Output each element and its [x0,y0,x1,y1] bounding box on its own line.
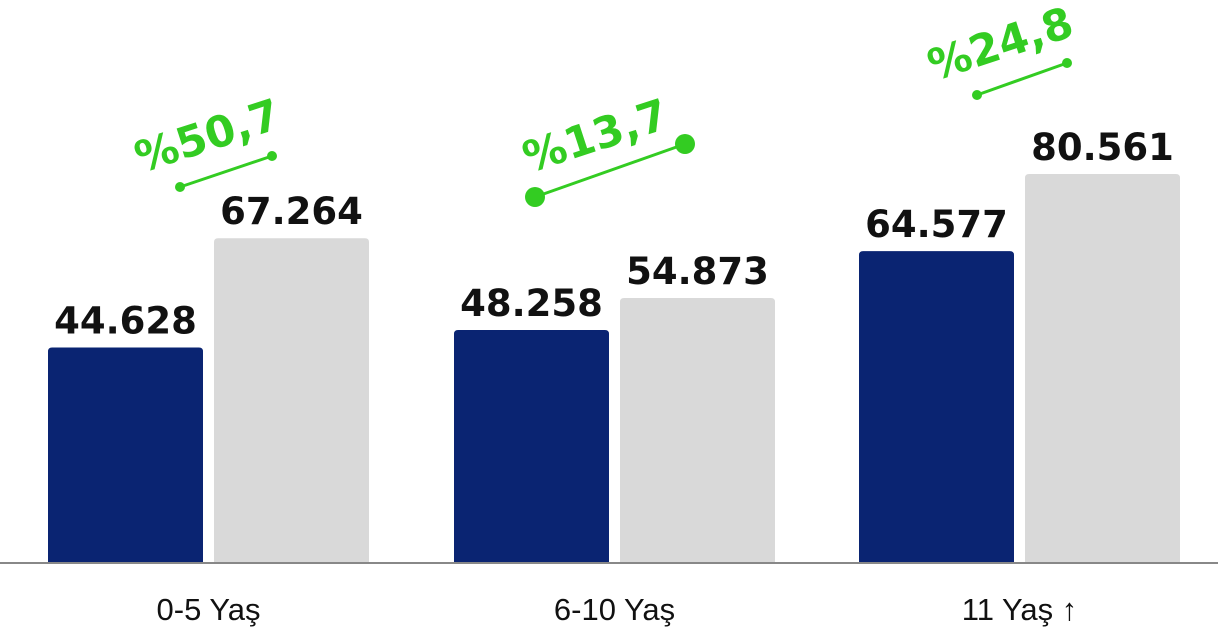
growth-annotations-layer: %50,7 %13,7 %24,8 [129,0,1079,207]
growth-annotation-2: %24,8 [922,0,1079,100]
growth-dot-2-0 [972,90,982,100]
bars-layer [48,174,1180,563]
growth-percent-0: %50,7 [129,90,286,184]
growth-dot-2-1 [1062,58,1072,68]
category-label-1: 6-10 Yaş [554,592,675,627]
bar-primary-2 [859,251,1014,563]
value-label-primary-2: 64.577 [865,203,1008,246]
growth-annotation-1: %13,7 [517,90,695,207]
growth-dot-0-0 [175,182,185,192]
category-labels-layer: 0-5 Yaş 6-10 Yaş 11 Yaş ↑ [157,592,1078,627]
bar-primary-1 [454,329,609,563]
value-labels-layer: 44.628 67.264 48.258 54.873 64.577 80.561 [54,126,1174,343]
growth-annotation-0: %50,7 [129,90,286,192]
growth-percent-1: %13,7 [517,90,674,184]
growth-percent-2: %24,8 [922,0,1079,92]
value-label-secondary-2: 80.561 [1031,126,1174,169]
value-label-primary-1: 48.258 [460,282,603,325]
growth-line-0 [179,154,273,189]
value-label-secondary-0: 67.264 [220,190,363,233]
bar-secondary-1 [620,298,775,563]
growth-line-1 [534,142,686,199]
growth-dot-1-1 [675,134,695,154]
growth-line-2 [976,61,1068,97]
category-label-0: 0-5 Yaş [157,592,261,627]
bar-primary-0 [48,347,203,563]
bar-secondary-2 [1025,174,1180,563]
category-label-2: 11 Yaş ↑ [962,592,1077,627]
growth-dot-0-1 [267,151,277,161]
value-label-primary-0: 44.628 [54,300,197,343]
value-label-secondary-1: 54.873 [626,250,769,293]
bar-secondary-0 [214,238,369,563]
growth-dot-1-0 [525,187,545,207]
